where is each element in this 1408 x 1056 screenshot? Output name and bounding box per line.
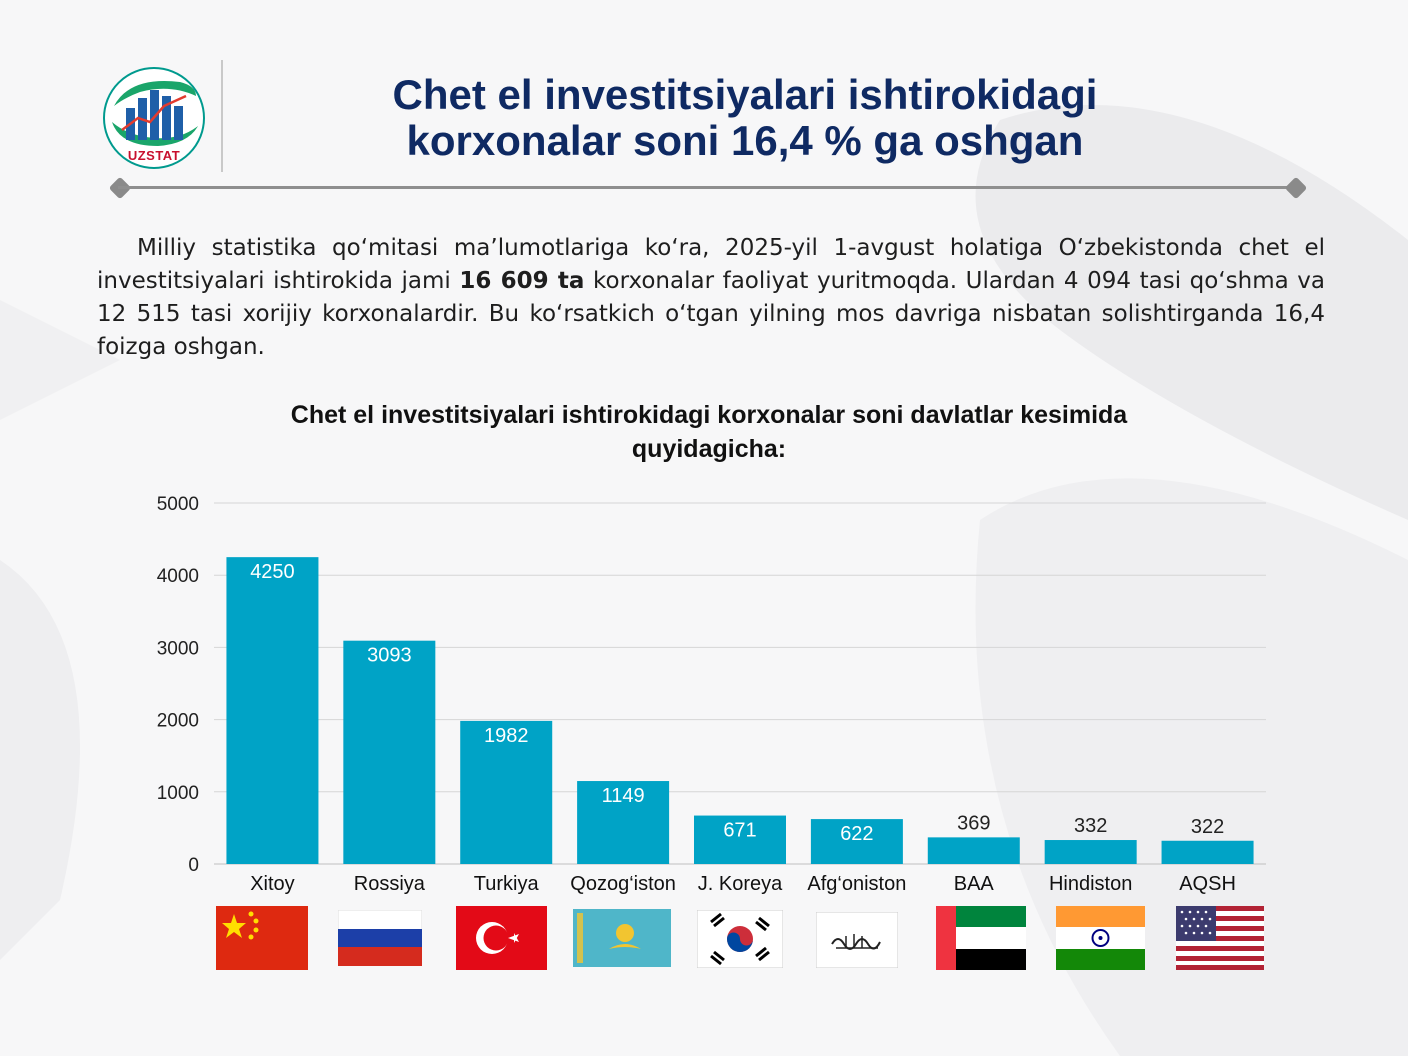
chart-title: Chet el investitsiyalari ishtirokidagi k… bbox=[200, 398, 1218, 466]
bar bbox=[577, 781, 670, 864]
x-tick-label: AQSH bbox=[1179, 873, 1236, 895]
y-tick-label: 4000 bbox=[157, 566, 199, 587]
usa-flag bbox=[1176, 906, 1264, 970]
china-flag bbox=[216, 906, 308, 970]
bar bbox=[927, 837, 1020, 864]
data-label: 1982 bbox=[484, 725, 529, 747]
bar bbox=[1044, 840, 1137, 864]
x-tick-label: Turkiya bbox=[474, 873, 540, 895]
intro-paragraph: Milliy statistika qo‘mitasi ma’lumotlari… bbox=[97, 232, 1325, 364]
logo-text: UZSTAT bbox=[127, 148, 181, 163]
uae-flag bbox=[936, 906, 1026, 970]
afghanistan-flag bbox=[816, 912, 898, 976]
bar-chart: 0 1000 2000 3000 4000 5000 4250 Xitoy 3093 Rossiy… bbox=[157, 494, 1266, 895]
x-tick-label: Rossiya bbox=[354, 873, 426, 895]
data-label: 622 bbox=[840, 823, 873, 845]
logo-divider bbox=[221, 60, 223, 172]
data-label: 322 bbox=[1191, 816, 1224, 838]
russia-flag bbox=[338, 910, 422, 974]
header: UZSTAT Chet el investitsiyalari ishtirok… bbox=[0, 0, 1408, 200]
bar bbox=[460, 720, 553, 864]
data-label: 4250 bbox=[250, 561, 295, 583]
india-flag bbox=[1056, 906, 1145, 970]
turkey-flag bbox=[456, 906, 547, 970]
data-label: 671 bbox=[723, 820, 756, 842]
page-title-line-2: korxonalar soni 16,4 % ga oshgan bbox=[406, 117, 1084, 164]
y-tick-label: 5000 bbox=[157, 494, 199, 515]
data-label: 3093 bbox=[367, 645, 412, 667]
chart-title-line-1: Chet el investitsiyalari ishtirokidagi k… bbox=[290, 401, 1128, 429]
y-tick-label: 0 bbox=[188, 855, 199, 876]
kazakhstan-flag bbox=[573, 909, 671, 973]
data-label: 1149 bbox=[602, 785, 645, 807]
intro-text-part-1: Milliy statistika qo‘mitasi ma’lumotlari… bbox=[97, 235, 1325, 294]
x-tick-label: Afg‘oniston bbox=[807, 873, 906, 895]
uzstat-logo: UZSTAT bbox=[100, 66, 208, 170]
y-tick-label: 2000 bbox=[157, 711, 199, 732]
x-tick-label: Hindiston bbox=[1049, 873, 1132, 895]
bar bbox=[810, 819, 903, 864]
data-label: 369 bbox=[957, 812, 990, 834]
x-tick-label: Xitoy bbox=[250, 873, 294, 895]
page-title: Chet el investitsiyalari ishtirokidagi k… bbox=[240, 72, 1250, 164]
south-korea-flag bbox=[697, 910, 783, 974]
bar bbox=[694, 815, 786, 864]
x-tick-label: Qozog‘iston bbox=[570, 873, 676, 895]
intro-total-count: 16 609 ta bbox=[459, 268, 585, 294]
y-tick-label: 3000 bbox=[157, 638, 199, 659]
page-title-line-1: Chet el investitsiyalari ishtirokidagi bbox=[392, 71, 1098, 118]
intro-text-part-2: korxonalar faoliyat yuritmoqda. Ulardan … bbox=[97, 268, 1325, 360]
bar bbox=[343, 640, 436, 864]
bar bbox=[1161, 840, 1254, 864]
x-tick-label: BAA bbox=[954, 873, 995, 895]
chart-title-line-2: quyidagicha: bbox=[631, 435, 787, 463]
header-divider-line bbox=[118, 186, 1296, 189]
x-tick-label: J. Koreya bbox=[698, 873, 783, 895]
y-tick-label: 1000 bbox=[157, 783, 199, 804]
data-label: 332 bbox=[1074, 815, 1107, 837]
bar bbox=[226, 557, 319, 864]
